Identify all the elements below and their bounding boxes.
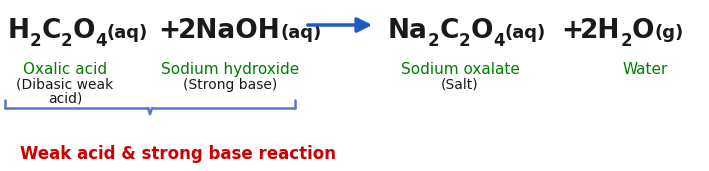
Text: Sodium hydroxide: Sodium hydroxide	[161, 62, 299, 77]
Text: O: O	[632, 18, 654, 44]
Text: (Dibasic weak: (Dibasic weak	[16, 78, 113, 92]
Text: 2: 2	[61, 32, 72, 50]
Text: Water: Water	[623, 62, 668, 77]
Text: (Salt): (Salt)	[441, 78, 479, 92]
Text: 4: 4	[493, 32, 505, 50]
Text: 2: 2	[459, 32, 471, 50]
Text: 2H: 2H	[580, 18, 620, 44]
Text: H: H	[8, 18, 30, 44]
Text: (Strong base): (Strong base)	[183, 78, 277, 92]
Text: (g): (g)	[654, 24, 683, 42]
Text: C: C	[440, 18, 459, 44]
Text: (aq): (aq)	[107, 24, 148, 42]
Text: C: C	[42, 18, 61, 44]
Text: (aq): (aq)	[281, 24, 322, 42]
Text: 2: 2	[620, 32, 632, 50]
Text: (aq): (aq)	[505, 24, 546, 42]
Text: 2NaOH: 2NaOH	[178, 18, 281, 44]
Text: acid): acid)	[48, 91, 82, 105]
Text: +: +	[158, 18, 180, 44]
Text: 4: 4	[95, 32, 107, 50]
Text: O: O	[471, 18, 493, 44]
Text: Sodium oxalate: Sodium oxalate	[401, 62, 520, 77]
Text: 2: 2	[428, 32, 440, 50]
Text: 2: 2	[30, 32, 42, 50]
Text: +: +	[561, 18, 583, 44]
Text: Oxalic acid: Oxalic acid	[23, 62, 107, 77]
Text: O: O	[72, 18, 95, 44]
Text: Weak acid & strong base reaction: Weak acid & strong base reaction	[20, 145, 336, 163]
Text: Na: Na	[388, 18, 428, 44]
